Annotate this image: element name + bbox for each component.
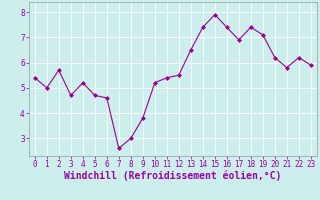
X-axis label: Windchill (Refroidissement éolien,°C): Windchill (Refroidissement éolien,°C) xyxy=(64,171,282,181)
